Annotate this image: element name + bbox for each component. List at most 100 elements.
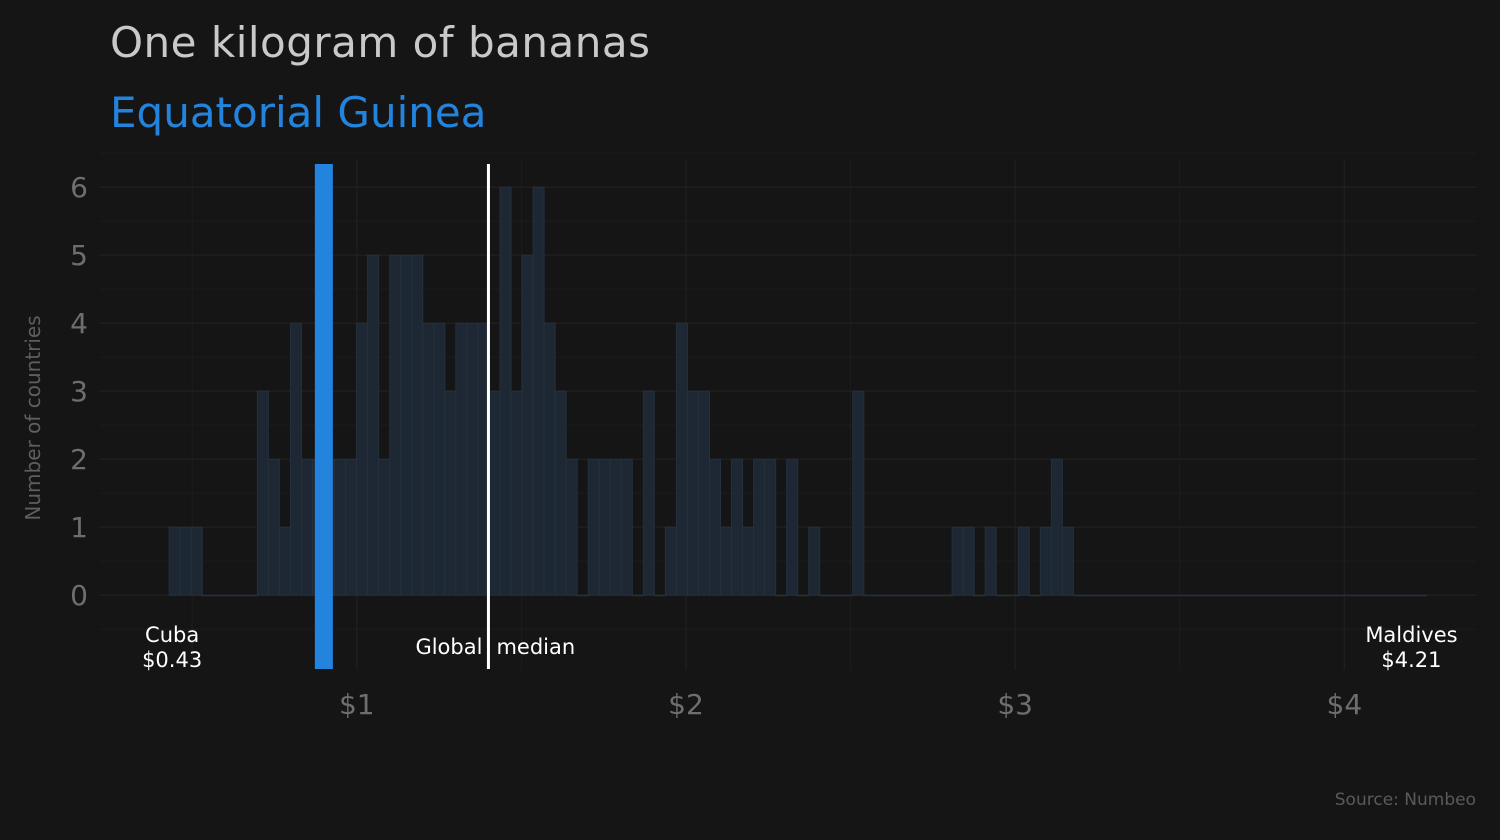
histogram-bar: [863, 594, 876, 597]
histogram-bar: [819, 594, 832, 597]
histogram-bar: [841, 594, 854, 597]
histogram-bar: [1205, 594, 1218, 597]
histogram-bar: [1370, 594, 1383, 597]
histogram-bars: [168, 186, 1427, 597]
histogram-bar: [1414, 594, 1427, 597]
histogram-bar: [962, 526, 975, 596]
histogram-bar: [896, 594, 909, 597]
histogram-bar: [576, 594, 589, 597]
x-tick-label: $2: [668, 688, 704, 721]
histogram-bar: [697, 390, 710, 596]
histogram-bar: [256, 390, 269, 596]
y-tick-label: 4: [70, 307, 88, 340]
y-tick-label: 6: [70, 171, 88, 204]
histogram-bar: [852, 390, 865, 596]
histogram-bar: [1117, 594, 1130, 597]
histogram-bar: [1227, 594, 1240, 597]
histogram-bar: [708, 458, 722, 596]
histogram-bar: [289, 322, 302, 596]
histogram-bar: [1183, 594, 1196, 597]
histogram-bar: [642, 390, 655, 596]
histogram-bar: [1128, 594, 1141, 597]
histogram-bar: [753, 458, 766, 596]
histogram-bar: [378, 458, 391, 596]
histogram-bar: [1326, 594, 1339, 597]
histogram-bar: [1337, 594, 1350, 597]
histogram-bar: [1172, 594, 1185, 597]
histogram-bar: [1194, 594, 1207, 597]
histogram-bar: [212, 594, 225, 597]
histogram-bar: [1392, 594, 1405, 597]
histogram-bar: [234, 594, 247, 597]
y-tick-label: 0: [70, 579, 88, 612]
histogram-bar: [1260, 594, 1273, 597]
histogram-bar: [466, 322, 479, 596]
histogram-bar: [720, 526, 733, 596]
histogram-bar: [973, 594, 986, 597]
min-country-value: $0.43: [142, 648, 202, 672]
histogram-bar: [1216, 594, 1229, 597]
histogram-bar: [1238, 594, 1251, 597]
y-tick-label: 1: [70, 511, 88, 544]
histogram-bar: [345, 458, 358, 596]
annotations: Cuba$0.43 Maldives$4.21 Global median: [142, 623, 1458, 672]
histogram-bar: [885, 594, 898, 597]
histogram-bar: [455, 322, 468, 596]
histogram-bar: [168, 526, 181, 596]
histogram-bar: [675, 322, 688, 596]
y-tick-label: 2: [70, 443, 88, 476]
histogram-bar: [1348, 594, 1361, 597]
histogram-bar: [830, 594, 843, 597]
min-country-name: Cuba: [145, 623, 199, 647]
histogram-bar: [1304, 594, 1317, 597]
max-country-value: $4.21: [1381, 648, 1441, 672]
histogram-bar: [190, 526, 203, 596]
histogram-bar: [1381, 594, 1394, 597]
histogram-bar: [731, 458, 744, 596]
histogram-bar: [951, 526, 964, 596]
histogram-bar: [1028, 594, 1041, 597]
histogram-bar: [1050, 458, 1063, 596]
histogram-bar: [245, 594, 258, 597]
histogram-bar: [1315, 594, 1328, 597]
reference-lines: [314, 164, 490, 669]
histogram-bar: [1249, 594, 1262, 597]
histogram-bar: [995, 594, 1008, 597]
histogram-bar: [278, 526, 291, 596]
histogram-bar: [918, 594, 931, 597]
histogram-bar: [940, 594, 953, 597]
histogram-bar: [1293, 594, 1306, 597]
histogram-bar: [565, 458, 578, 596]
histogram-bar: [609, 458, 622, 596]
histogram-bar: [1161, 594, 1174, 597]
histogram-bar: [984, 526, 997, 596]
histogram-bar: [389, 254, 402, 596]
histogram-bar: [521, 254, 534, 596]
y-tick-label: 5: [70, 239, 88, 272]
histogram-bar: [1271, 594, 1284, 597]
histogram-bar: [554, 390, 567, 596]
histogram-bar: [201, 594, 214, 597]
histogram-bar: [929, 594, 942, 597]
histogram-bar: [444, 390, 457, 596]
histogram-bar: [433, 322, 446, 596]
histogram-bar: [267, 458, 280, 596]
histogram-bar: [587, 458, 600, 596]
histogram-bar: [510, 390, 523, 596]
histogram-bar: [797, 594, 810, 597]
histogram-bar: [598, 458, 611, 596]
histogram-bar: [686, 390, 699, 596]
chart-subtitle: Equatorial Guinea: [110, 88, 487, 137]
source-note: Source: Numbeo: [1335, 790, 1476, 810]
highlight-bar-equatorial-guinea: [314, 164, 333, 669]
max-country-name: Maldives: [1365, 623, 1457, 647]
histogram-bar: [907, 594, 920, 597]
histogram-bar: [1017, 526, 1030, 596]
histogram-bar: [1359, 594, 1372, 597]
chart-title: One kilogram of bananas: [110, 18, 651, 67]
histogram-bar: [808, 526, 821, 596]
histogram-bar: [1083, 594, 1096, 597]
histogram-bar: [1139, 594, 1152, 597]
histogram-bar: [1006, 594, 1019, 597]
